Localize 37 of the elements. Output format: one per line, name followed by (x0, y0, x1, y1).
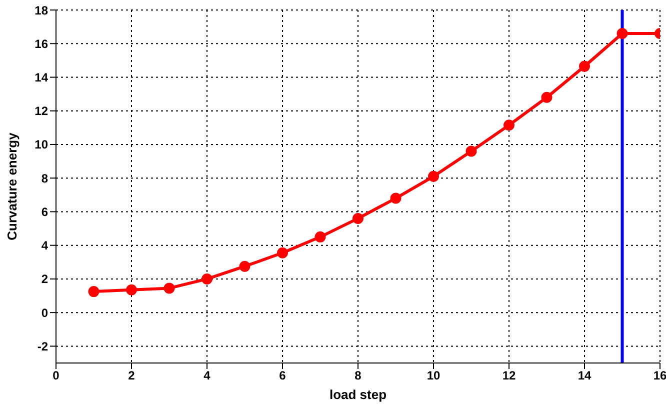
y-tick-label: 6 (41, 204, 48, 219)
y-tick-label: 12 (34, 104, 48, 118)
x-tick-label: 0 (52, 368, 60, 383)
point (504, 120, 514, 131)
y-tick-label: 14 (34, 70, 48, 84)
x-tick-label: 16 (653, 368, 666, 383)
point (616, 28, 628, 40)
x-tick-label: 4 (204, 368, 211, 383)
y-tick-label: -2 (37, 339, 48, 354)
x-tick-label: 10 (426, 368, 440, 383)
point (314, 231, 326, 242)
x-tick-label: 6 (279, 368, 286, 383)
point (541, 92, 552, 103)
point (390, 192, 402, 204)
point (277, 247, 288, 258)
point (579, 60, 590, 72)
point (239, 260, 250, 272)
point (202, 273, 212, 284)
x-axis-title: load step (329, 387, 387, 402)
y-axis-title: Curvature energy (4, 132, 20, 240)
x-tick-label: 12 (502, 368, 516, 383)
point (164, 282, 175, 294)
point (126, 284, 137, 296)
y-tick-label: 8 (41, 171, 48, 186)
point (352, 212, 364, 224)
point (428, 170, 439, 182)
x-tick-label: 14 (578, 368, 592, 383)
y-tick-label: 16 (34, 36, 48, 51)
y-tick-label: 10 (34, 138, 48, 152)
x-tick-label: 8 (354, 368, 362, 383)
y-tick-label: 4 (41, 238, 48, 253)
point (88, 286, 100, 298)
y-tick-label: 0 (41, 306, 48, 320)
point (466, 146, 477, 157)
x-tick-label: 2 (128, 368, 136, 383)
y-tick-label: 18 (34, 3, 48, 18)
y-tick-label: 2 (41, 272, 48, 286)
